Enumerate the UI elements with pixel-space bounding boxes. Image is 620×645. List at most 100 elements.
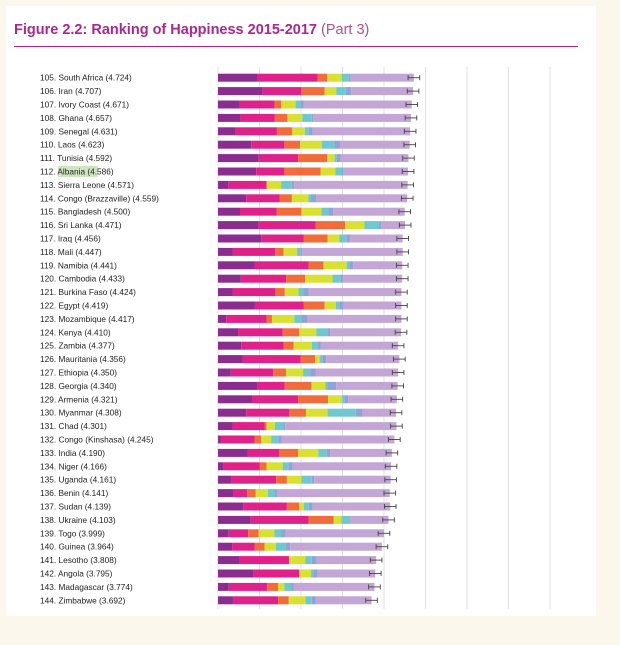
bar-segment-7 [351,87,414,96]
row-label: 109. Senegal (4.631) [40,126,118,136]
bar-segment-3 [315,221,345,230]
row-country: Congo (Brazzaville) [58,193,133,203]
row-score: (4.340) [90,381,117,391]
row-country: Madagascar [58,582,106,592]
row-score: (4.433) [99,274,126,284]
bar-segment-2 [226,314,267,323]
bar-segment-1 [218,314,227,323]
row-label: 144. Zimbabwe (3.692) [40,595,126,605]
bar-segment-4 [271,314,295,323]
bar-segment-2 [243,502,287,511]
row-score: (4.139) [85,502,112,512]
row-country: Armenia [58,394,91,404]
bar-segment-4 [298,448,319,457]
bar-segment-5 [332,274,341,283]
bar-segment-3 [274,113,288,122]
bar-segment-2 [232,288,276,297]
row-label: 110. Laos (4.623) [40,140,105,150]
bar-segment-6 [327,381,337,390]
row-country: Georgia [58,381,90,391]
row-label: 123. Mozambique (4.417) [40,314,135,324]
bar-segment-4 [255,489,268,498]
bar-segment-7 [353,261,403,270]
bar-segment-6 [348,73,351,82]
row-label: 120. Cambodia (4.433) [40,274,125,284]
bar-segment-1 [218,502,244,511]
bar-segment-2 [253,569,300,578]
bar-segment-6 [311,475,315,484]
bar-segment-5 [295,100,301,109]
bar-segment-7 [343,167,409,176]
bar-segment-6 [285,542,291,551]
row-label: 119. Namibia (4.441) [40,260,117,270]
row-label: 122. Egypt (4.419) [40,301,109,311]
bar-segment-1 [218,341,242,350]
bar-segment-7 [350,73,414,82]
bar-segment-3 [286,274,306,283]
bar-segment-4 [292,127,305,136]
bar-segment-4 [291,194,309,203]
bar-segment-2 [230,368,274,377]
bar-segment-6 [322,355,327,364]
row-label: 136. Benin (4.141) [40,488,109,498]
bar-segment-5 [305,596,312,605]
bar-segment-3 [273,368,287,377]
bar-segment-1 [218,154,259,163]
bar-segment-7 [303,100,412,109]
row-score: (4.441) [91,260,118,270]
bar-segment-2 [241,341,284,350]
bar-segment-2 [251,140,285,149]
bar-segment-6 [344,395,349,404]
bar-segment-4 [320,167,336,176]
row-rank: 124. [40,327,58,337]
bar-segment-5 [336,87,346,96]
bar-segment-2 [232,422,265,431]
bar-segment-3 [298,395,328,404]
bar-segment-2 [240,113,275,122]
bar-segment-2 [250,515,309,524]
bar-segment-1 [218,234,262,243]
row-country: Albania [57,167,87,177]
bar-segment-5 [310,569,314,578]
bar-segment-2 [220,435,255,444]
bar-segment-6 [291,180,295,189]
bar-segment-6 [301,314,308,323]
bar-segment-6 [340,274,344,283]
figure-title-main: Figure 2.2: Ranking of Happiness 2015-20… [14,22,317,38]
row-country: Iraq [58,234,75,244]
bar-segment-3 [259,462,267,471]
bar-segment-3 [289,408,306,417]
bar-segment-5 [303,368,311,377]
bar-segment-7 [348,395,397,404]
row-score: (4.559) [133,193,160,203]
row-rank: 111. [40,153,57,163]
bar-segment-6 [336,154,341,163]
bar-segment-1 [218,247,233,256]
bar-segment-4 [301,207,322,216]
bar-segment-1 [218,529,229,538]
bar-segment-4 [281,100,296,109]
bar-segment-7 [320,341,399,350]
bar-segment-4 [305,408,328,417]
row-rank: 132. [40,435,58,445]
row-label: 127. Ethiopia (4.350) [40,368,117,378]
bar-segment-5 [364,221,380,230]
row-country: India [58,448,78,458]
bar-segment-6 [311,113,314,122]
row-score: (4.623) [78,140,105,150]
row-country: Togo [58,528,78,538]
row-rank: 130. [40,408,58,418]
row-label: 139. Togo (3.999) [40,528,105,538]
row-rank: 117. [40,234,58,244]
row-rank: 143. [40,582,58,592]
row-country: Laos [58,140,78,150]
bar-segment-2 [240,207,277,216]
bar-segment-6 [349,261,354,270]
row-rank: 138. [40,515,58,525]
bar-segment-5 [321,140,335,149]
bar-segment-2 [254,261,309,270]
row-label: 143. Madagascar (3.774) [40,582,133,592]
row-rank: 131. [40,421,58,431]
row-rank: 121. [40,287,58,297]
row-label: 107. Ivory Coast (4.671) [40,100,129,110]
